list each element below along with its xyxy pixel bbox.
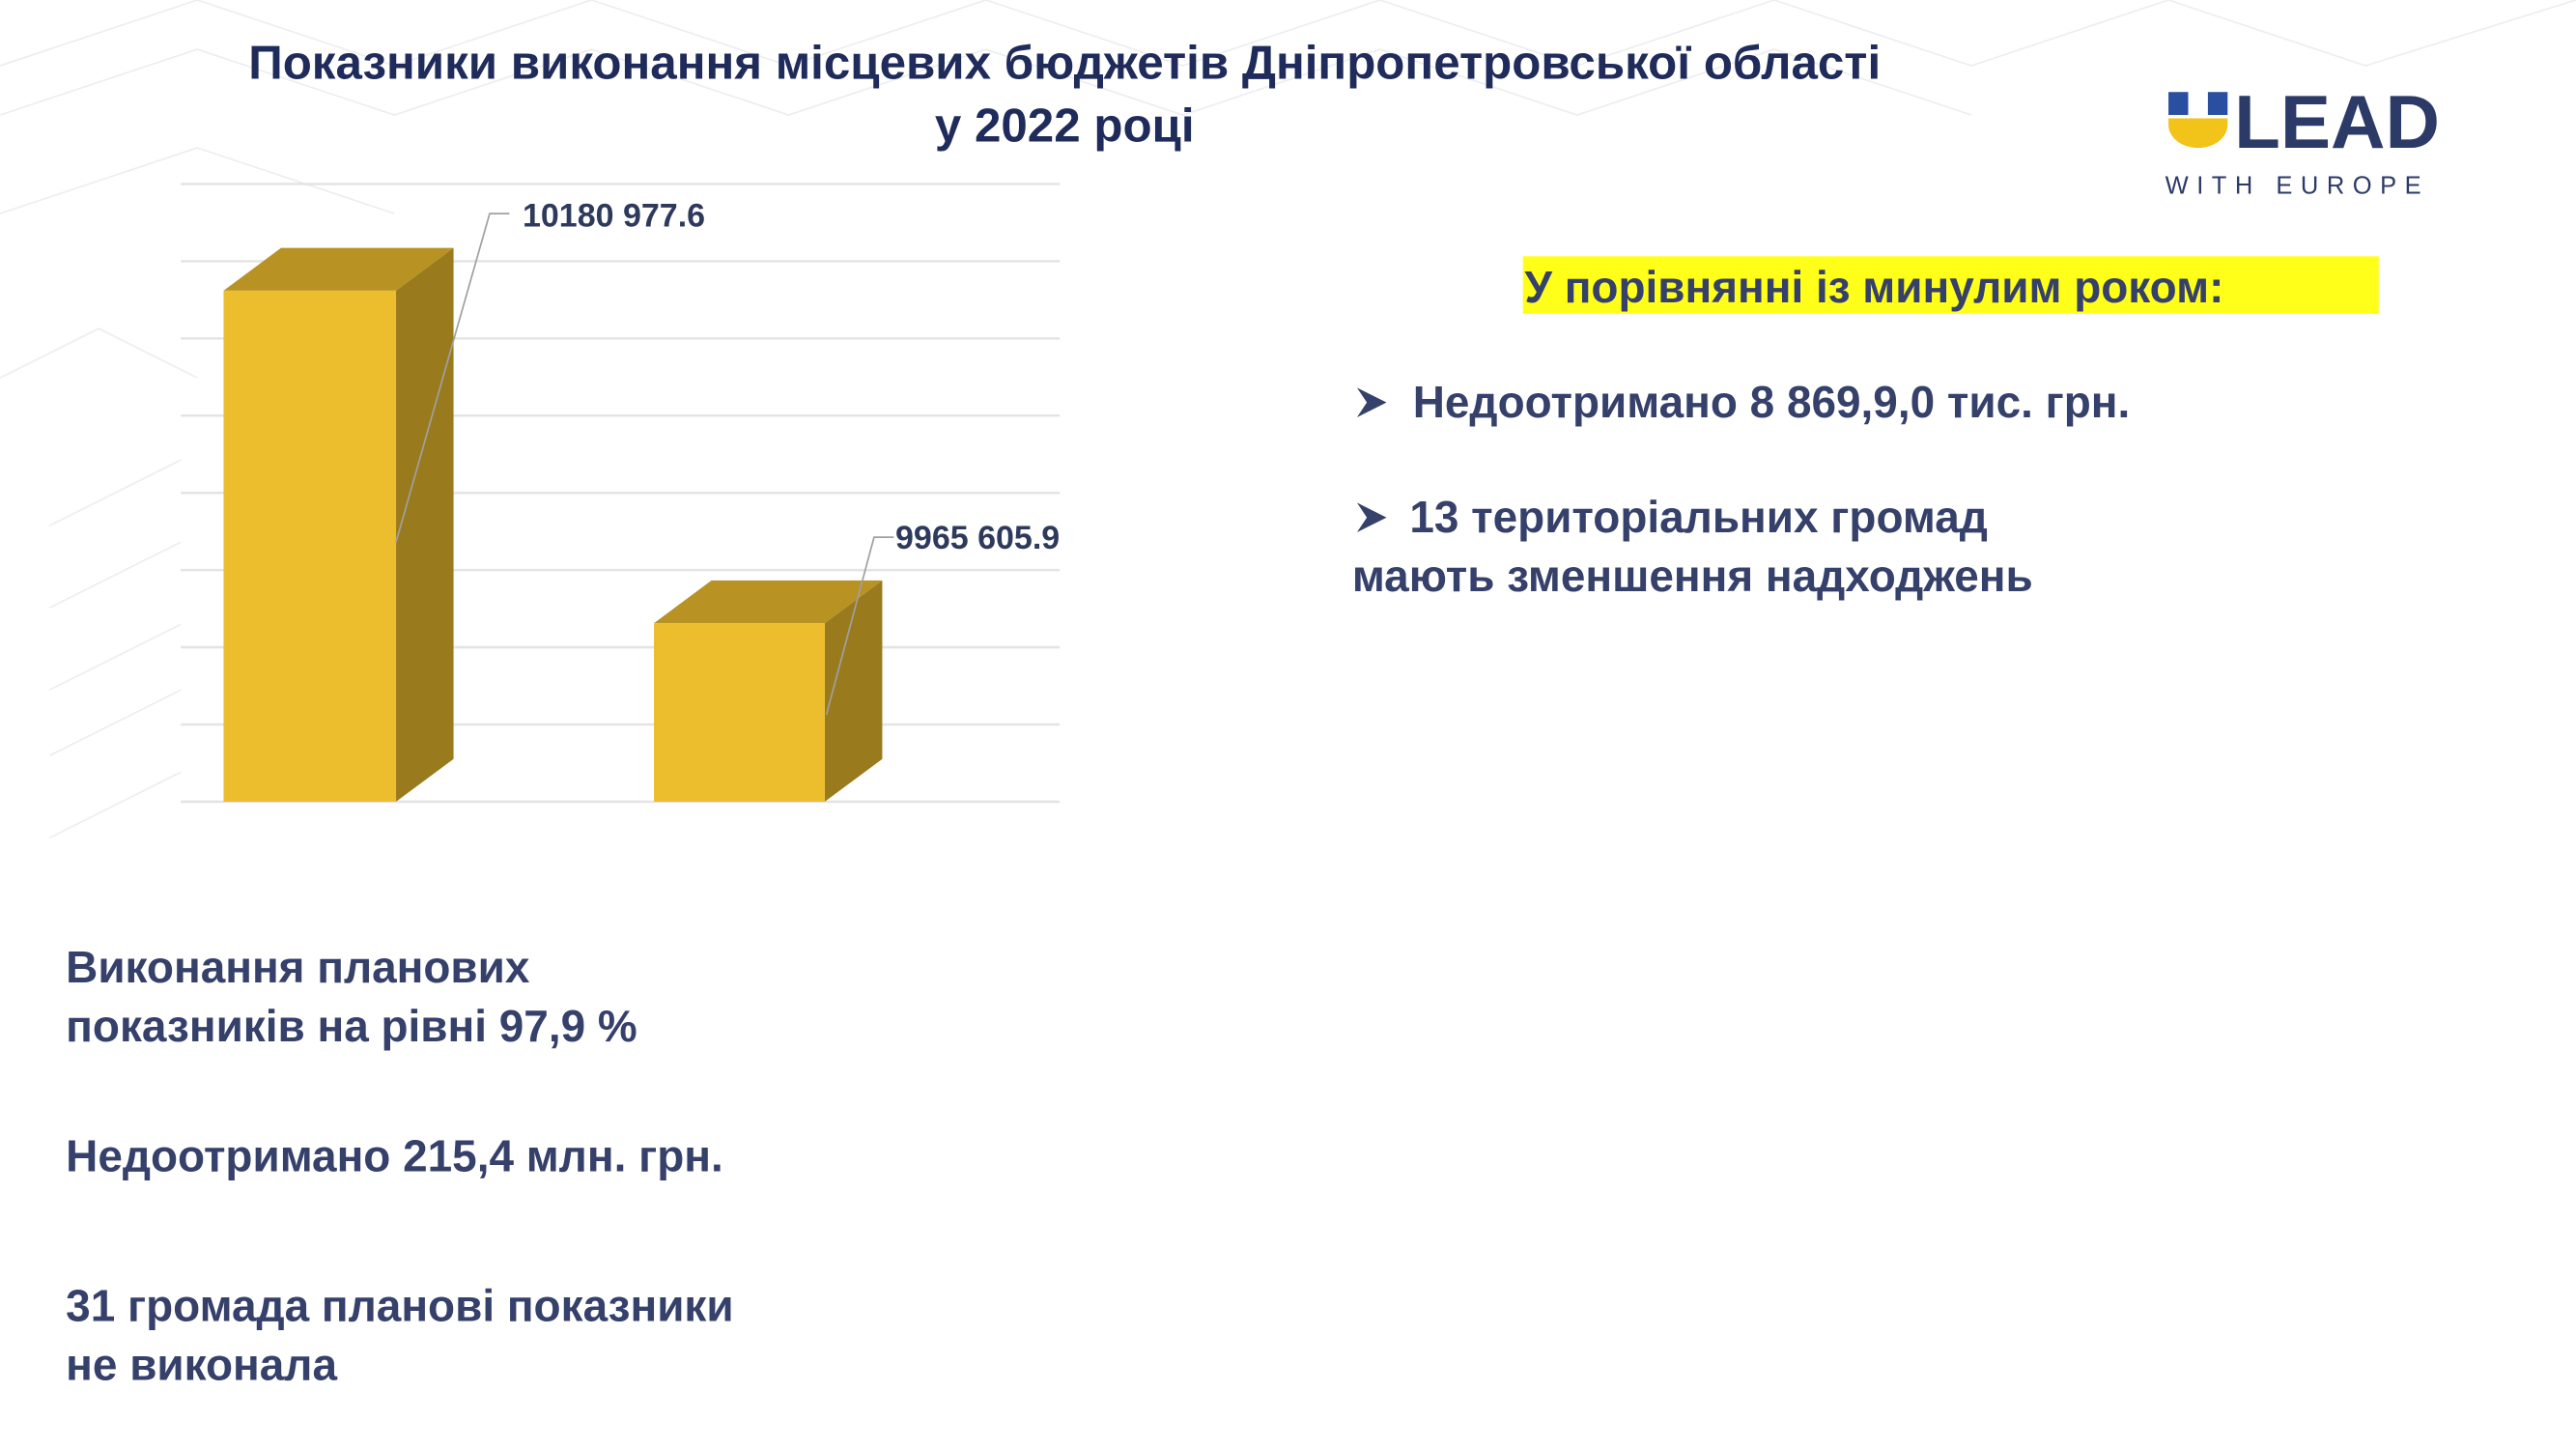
leader-line [825,536,894,716]
summary-line: показників на рівні 97,9 % [66,1001,637,1051]
bullet-arrow [1356,502,1387,533]
bar-top [223,247,454,291]
comparison-item: 13 територіальних громад [1409,492,1988,542]
logo-tagline: WITH EUROPE [2166,173,2429,200]
summary-line: 31 громада планові показники [66,1280,733,1330]
logo-u-bottom [2168,118,2228,149]
value-label: 9965 605.9 [895,520,1060,556]
summary-line: Недоотримано 215,4 млн. грн. [66,1131,723,1181]
background-pattern [0,0,2576,839]
comparison-item: мають зменшення надходжень [1352,551,2033,601]
logo-word: LEAD [2234,79,2440,164]
summary-line: не виконала [66,1340,337,1390]
bar [223,247,454,802]
slide-title: у 2022 році [935,99,1195,152]
leader-line [395,213,510,543]
bar-front [223,290,397,802]
chart: 10180 977.6 9965 605.9 [181,183,1060,804]
summary-line: Виконання планових [66,942,530,992]
highlight [1522,256,2379,314]
slide-title: Показники виконання місцевих бюджетів Дн… [248,37,1881,90]
bar-side [396,247,454,802]
logo: LEAD WITH EUROPE [2166,79,2440,200]
bar-side [824,580,883,802]
comparison-item: Недоотримано 8 869,9,0 тис. грн. [1413,377,2131,427]
value-label: 10180 977.6 [523,198,705,235]
comparison-heading: У порівнянні із минулим роком: [1524,262,2223,312]
logo-u-top [2168,92,2228,116]
bar [654,580,883,802]
bar-front [654,623,825,802]
bar-top [654,580,883,624]
bullet-arrow [1356,387,1387,417]
